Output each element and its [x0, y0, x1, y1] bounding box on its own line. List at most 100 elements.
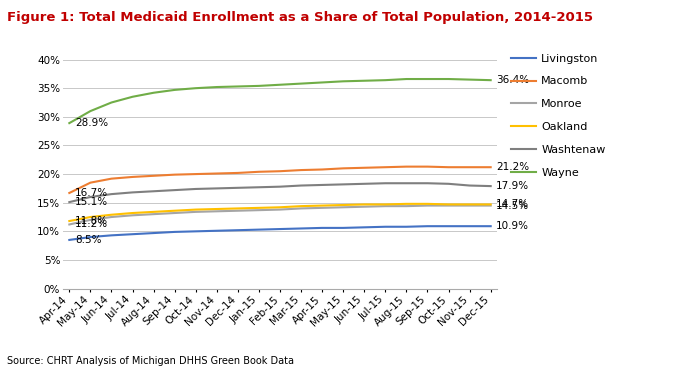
Wayne: [466, 77, 474, 82]
Monroe: [381, 204, 389, 208]
Macomb: [360, 165, 368, 170]
Oakland: [276, 205, 284, 209]
Macomb: [339, 166, 347, 171]
Livingston: [402, 225, 411, 229]
Oakland: [424, 202, 432, 206]
Monroe: [466, 204, 474, 208]
Washtenaw: [339, 182, 347, 186]
Macomb: [255, 169, 263, 174]
Washtenaw: [466, 183, 474, 188]
Text: 21.2%: 21.2%: [496, 162, 529, 172]
Text: Source: CHRT Analysis of Michigan DHHS Green Book Data: Source: CHRT Analysis of Michigan DHHS G…: [7, 356, 294, 366]
Line: Livingston: Livingston: [69, 226, 491, 240]
Washtenaw: [444, 182, 453, 186]
Oakland: [466, 202, 474, 206]
Livingston: [255, 228, 263, 232]
Washtenaw: [318, 183, 326, 187]
Washtenaw: [107, 192, 116, 196]
Text: 16.7%: 16.7%: [75, 188, 108, 198]
Line: Wayne: Wayne: [69, 79, 491, 123]
Oakland: [360, 202, 368, 206]
Monroe: [107, 215, 116, 219]
Text: 11.8%: 11.8%: [75, 216, 108, 226]
Monroe: [234, 209, 242, 213]
Washtenaw: [171, 188, 179, 192]
Livingston: [107, 233, 116, 238]
Livingston: [171, 230, 179, 234]
Oakland: [318, 204, 326, 208]
Text: 17.9%: 17.9%: [496, 181, 529, 191]
Macomb: [65, 191, 74, 195]
Macomb: [276, 169, 284, 174]
Macomb: [171, 172, 179, 177]
Monroe: [424, 204, 432, 208]
Macomb: [107, 176, 116, 181]
Washtenaw: [360, 182, 368, 186]
Livingston: [444, 224, 453, 228]
Monroe: [255, 208, 263, 212]
Washtenaw: [192, 187, 200, 191]
Livingston: [360, 225, 368, 229]
Macomb: [424, 164, 432, 169]
Oakland: [444, 202, 453, 206]
Oakland: [107, 212, 116, 217]
Monroe: [297, 206, 305, 211]
Wayne: [213, 85, 221, 89]
Oakland: [128, 211, 136, 215]
Wayne: [360, 78, 368, 83]
Oakland: [65, 219, 74, 223]
Monroe: [65, 222, 74, 227]
Livingston: [297, 226, 305, 231]
Washtenaw: [65, 200, 74, 204]
Monroe: [318, 206, 326, 210]
Monroe: [213, 209, 221, 213]
Text: 14.5%: 14.5%: [496, 201, 529, 211]
Washtenaw: [234, 186, 242, 190]
Wayne: [402, 77, 411, 81]
Washtenaw: [276, 185, 284, 189]
Wayne: [65, 121, 74, 125]
Washtenaw: [213, 186, 221, 191]
Washtenaw: [297, 183, 305, 188]
Livingston: [234, 228, 242, 232]
Oakland: [171, 209, 179, 213]
Macomb: [213, 171, 221, 176]
Wayne: [297, 81, 305, 86]
Livingston: [339, 226, 347, 230]
Macomb: [444, 165, 453, 169]
Wayne: [171, 88, 179, 92]
Livingston: [65, 238, 74, 242]
Oakland: [486, 202, 495, 206]
Livingston: [486, 224, 495, 228]
Washtenaw: [486, 184, 495, 188]
Wayne: [149, 91, 158, 95]
Washtenaw: [86, 195, 94, 199]
Livingston: [318, 226, 326, 230]
Text: 11.2%: 11.2%: [75, 219, 108, 229]
Livingston: [86, 235, 94, 239]
Macomb: [486, 165, 495, 169]
Monroe: [171, 211, 179, 215]
Macomb: [297, 168, 305, 172]
Washtenaw: [402, 181, 411, 185]
Monroe: [86, 218, 94, 222]
Wayne: [192, 86, 200, 90]
Oakland: [86, 215, 94, 219]
Text: 10.9%: 10.9%: [496, 221, 529, 231]
Oakland: [381, 202, 389, 206]
Wayne: [381, 78, 389, 83]
Macomb: [234, 171, 242, 175]
Livingston: [128, 232, 136, 236]
Macomb: [381, 165, 389, 169]
Monroe: [276, 207, 284, 212]
Washtenaw: [255, 185, 263, 189]
Macomb: [466, 165, 474, 169]
Text: 28.9%: 28.9%: [75, 118, 108, 128]
Oakland: [297, 204, 305, 208]
Macomb: [402, 164, 411, 169]
Legend: Livingston, Macomb, Monroe, Oakland, Washtenaw, Wayne: Livingston, Macomb, Monroe, Oakland, Was…: [511, 54, 606, 178]
Wayne: [107, 100, 116, 105]
Macomb: [149, 174, 158, 178]
Monroe: [486, 204, 495, 208]
Livingston: [466, 224, 474, 228]
